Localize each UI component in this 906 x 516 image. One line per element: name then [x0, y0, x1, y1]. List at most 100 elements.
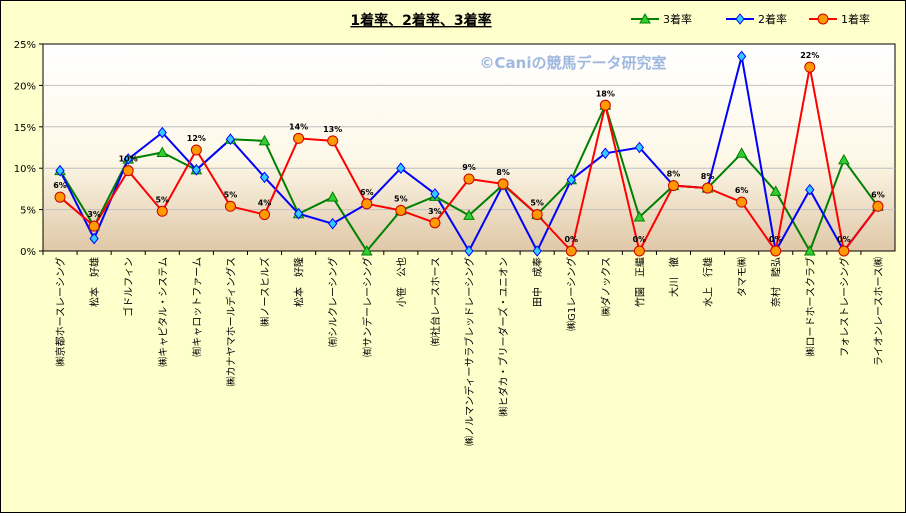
series-marker: [190, 144, 202, 156]
series-marker: [803, 244, 816, 256]
x-tick-label: ㈲サンデーレーシング: [361, 257, 374, 357]
x-tick-label: 大川 徹: [667, 257, 680, 297]
series-marker: [464, 245, 474, 257]
data-label: 3%: [87, 210, 101, 219]
data-label: 5%: [224, 190, 238, 199]
series-marker: [633, 245, 645, 257]
x-tick-label: ㈱カナヤマホールディングス: [224, 257, 237, 386]
x-tick-label: ㈱京都ホースレーシング: [54, 257, 67, 366]
x-tick-label: 奈村 睦弘: [770, 257, 783, 307]
series-marker: [429, 217, 441, 229]
y-tick-label: 5%: [20, 206, 36, 217]
y-tick-label: 15%: [14, 123, 36, 134]
series-marker: [224, 200, 236, 212]
series-marker: [736, 50, 747, 63]
series-marker: [497, 178, 509, 190]
series-marker: [817, 13, 829, 25]
data-label: 8%: [496, 168, 510, 177]
series-marker: [565, 245, 577, 257]
series-marker: [532, 245, 542, 257]
series-marker: [769, 185, 782, 196]
series-marker: [639, 12, 651, 24]
series-marker: [599, 99, 611, 111]
data-label: 9%: [462, 163, 476, 172]
y-tick-label: 0%: [20, 247, 36, 258]
series-marker: [293, 132, 305, 144]
x-tick-label: 水上 行雄: [702, 257, 715, 307]
y-tick-label: 25%: [14, 40, 36, 51]
x-tick-label: 田中 成奉: [531, 257, 544, 307]
series-marker: [88, 220, 100, 232]
series-marker: [122, 165, 134, 177]
x-tick-label: タマモ㈱: [737, 257, 749, 297]
series-marker: [395, 204, 407, 216]
series-marker: [191, 164, 202, 176]
data-label: 8%: [701, 172, 715, 181]
series-marker: [89, 232, 99, 245]
series-marker: [430, 188, 440, 200]
series-marker: [259, 209, 271, 221]
series-marker: [327, 135, 339, 147]
series-marker: [156, 205, 168, 217]
data-labels: 6% 3% 10% 5% 12% 5% 4% 14% 13% 6% 5% 3% 9% 8% 5% 0% 18% 0…: [53, 51, 885, 244]
plot-area: [42, 43, 896, 252]
legend: 3着率 2着率 1着率: [631, 12, 870, 26]
series-marker: [872, 200, 884, 212]
x-tick-label: ㈱ダノックス: [599, 257, 612, 316]
x-tick-label: ㈱ヒダカ・ブリーダーズ・ユニオン: [497, 257, 510, 417]
data-label: 6%: [360, 188, 374, 197]
data-label: 14%: [289, 122, 308, 131]
x-tick-label: 松本 好雄: [88, 257, 101, 307]
series-marker: [531, 209, 543, 221]
data-label: 3%: [428, 207, 442, 216]
series-marker: [736, 196, 748, 208]
data-label: 6%: [735, 186, 749, 195]
legend-label: 3着率: [663, 12, 692, 26]
series-marker: [463, 209, 475, 220]
data-label: 0%: [837, 235, 851, 244]
data-label: 5%: [394, 194, 408, 203]
series-marker: [225, 133, 236, 146]
series-marker: [804, 61, 816, 73]
watermark: ©Caniの競馬データ研究室: [480, 54, 667, 72]
series-marker: [600, 147, 610, 160]
series-marker: [838, 245, 850, 257]
x-tick-label: ㈲社台レースホース: [429, 257, 442, 346]
series-group: [54, 50, 884, 257]
series-marker: [566, 173, 576, 186]
x-tick-label: ㈱ノースヒルズ: [259, 257, 272, 327]
x-tick-label: ライオンレースホース㈱: [873, 257, 885, 366]
series-marker: [770, 245, 782, 257]
series-marker: [634, 141, 645, 154]
series-marker: [805, 183, 815, 196]
y-axis: 0% 5% 10% 15% 20% 25%: [14, 40, 43, 258]
series-marker: [702, 182, 714, 194]
series-marker: [361, 198, 373, 210]
x-tick-label: ㈱ノルマンディーサラブレッドレーシング: [463, 257, 476, 446]
series-marker: [838, 153, 850, 165]
series-marker: [157, 126, 167, 139]
data-label: 0%: [633, 235, 647, 244]
chart-title: 1着率、2着率、3着率: [350, 12, 491, 29]
x-tick-label: ㈲キャロットファーム: [191, 257, 203, 357]
series-marker: [633, 211, 646, 222]
data-label: 6%: [53, 181, 67, 190]
data-label: 5%: [530, 199, 544, 208]
x-tick-label: ㈱ロードホースクラブ: [804, 257, 817, 357]
data-label: 0%: [564, 235, 578, 244]
series-marker: [54, 191, 66, 203]
data-label: 10%: [119, 155, 138, 164]
series-marker: [55, 164, 65, 177]
data-label: 18%: [596, 89, 615, 98]
data-label: 8%: [667, 170, 681, 179]
data-label: 0%: [769, 235, 783, 244]
series-marker: [328, 217, 338, 230]
series-marker: [156, 146, 169, 157]
series-marker: [293, 207, 304, 220]
y-tick-label: 10%: [14, 164, 36, 175]
x-tick-label: ㈱G1レーシング: [565, 257, 578, 331]
data-label: 5%: [155, 195, 169, 204]
x-tick-label: フォレストレーシング: [838, 257, 851, 357]
